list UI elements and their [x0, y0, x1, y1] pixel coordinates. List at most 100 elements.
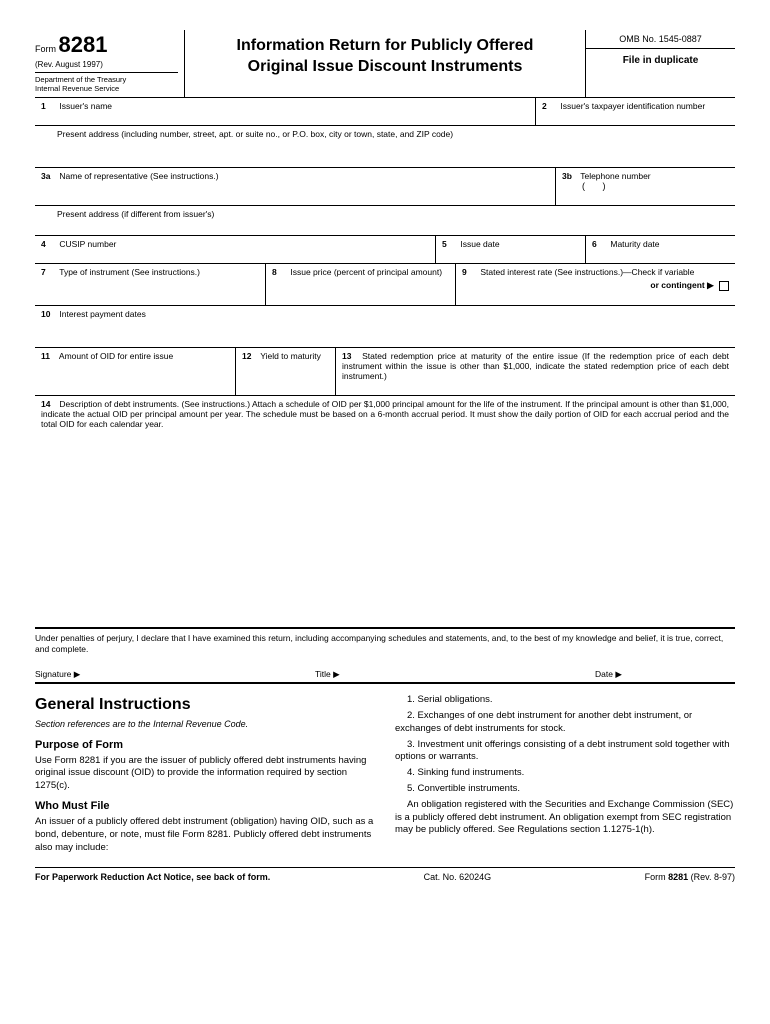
row-address2: Present address (if different from issue…: [35, 206, 735, 236]
field-9-num: 9: [462, 267, 478, 277]
instructions-left-col: General Instructions Section references …: [35, 694, 375, 857]
paperwork-notice: For Paperwork Reduction Act Notice, see …: [35, 872, 270, 882]
field-2-label: Issuer's taxpayer identification number: [560, 101, 705, 111]
tel-parens: ( ): [562, 181, 729, 191]
field-4-label: CUSIP number: [59, 239, 116, 249]
field-5-label: Issue date: [460, 239, 499, 249]
field-6-num: 6: [592, 239, 608, 249]
purpose-text: Use Form 8281 if you are the issuer of p…: [35, 755, 375, 793]
file-duplicate: File in duplicate: [586, 49, 735, 72]
field-3a-num: 3a: [41, 171, 57, 181]
header-right: OMB No. 1545-0887 File in duplicate: [585, 30, 735, 97]
field-14-label: Description of debt instruments. (See in…: [41, 399, 729, 429]
item-4: 4. Sinking fund instruments.: [395, 767, 735, 780]
field-11-num: 11: [41, 351, 57, 361]
field-13-label: Stated redemption price at maturity of t…: [342, 351, 729, 381]
form-label: Form: [35, 44, 56, 54]
field-11[interactable]: 11 Amount of OID for entire issue: [35, 348, 235, 395]
dept-block: Department of the Treasury Internal Reve…: [35, 72, 178, 93]
row-4-5-6: 4 CUSIP number 5 Issue date 6 Maturity d…: [35, 236, 735, 264]
signature-field[interactable]: Signature ▶: [35, 669, 315, 680]
page-footer: For Paperwork Reduction Act Notice, see …: [35, 867, 735, 882]
section-ref: Section references are to the Internal R…: [35, 718, 375, 730]
field-13-num: 13: [342, 351, 358, 361]
field-4-num: 4: [41, 239, 57, 249]
address2-label: Present address (if different from issue…: [57, 209, 214, 219]
field-14[interactable]: 14 Description of debt instruments. (See…: [35, 396, 735, 433]
field-9-label: Stated interest rate (See instructions.)…: [480, 267, 694, 277]
dept-line2: Internal Revenue Service: [35, 84, 119, 93]
form-number: 8281: [59, 32, 108, 57]
field-10[interactable]: 10 Interest payment dates: [35, 306, 735, 347]
row-3: 3a Name of representative (See instructi…: [35, 168, 735, 206]
title-line1: Information Return for Publicly Offered: [193, 36, 577, 57]
field-5-num: 5: [442, 239, 458, 249]
title-field[interactable]: Title ▶: [315, 669, 595, 680]
dept-line1: Department of the Treasury: [35, 75, 126, 84]
omb-number: OMB No. 1545-0887: [586, 30, 735, 49]
field-12-label: Yield to maturity: [260, 351, 321, 361]
signature-row: Signature ▶ Title ▶ Date ▶: [35, 667, 735, 684]
field-6[interactable]: 6 Maturity date: [585, 236, 735, 263]
row-10: 10 Interest payment dates: [35, 306, 735, 348]
item-2: 2. Exchanges of one debt instrument for …: [395, 710, 735, 736]
who-text: An issuer of a publicly offered debt ins…: [35, 816, 375, 854]
row-7-8-9: 7 Type of instrument (See instructions.)…: [35, 264, 735, 306]
field-3a[interactable]: 3a Name of representative (See instructi…: [35, 168, 555, 205]
field-1-label: Issuer's name: [59, 101, 112, 111]
field-8-label: Issue price (percent of principal amount…: [290, 267, 442, 277]
obligation-text: An obligation registered with the Securi…: [395, 799, 735, 837]
field-7-num: 7: [41, 267, 57, 277]
field-2-num: 2: [542, 101, 558, 111]
item-1: 1. Serial obligations.: [395, 694, 735, 707]
item-3: 3. Investment unit offerings consisting …: [395, 739, 735, 765]
general-instructions-title: General Instructions: [35, 694, 375, 716]
field-7-label: Type of instrument (See instructions.): [59, 267, 200, 277]
field-1[interactable]: 1 Issuer's name: [35, 98, 535, 125]
field-3b-num: 3b: [562, 171, 578, 181]
row-14: 14 Description of debt instruments. (See…: [35, 396, 735, 433]
rev-date: (Rev. August 1997): [35, 60, 178, 69]
field-6-label: Maturity date: [610, 239, 659, 249]
field-10-num: 10: [41, 309, 57, 319]
instructions: General Instructions Section references …: [35, 694, 735, 857]
variable-checkbox[interactable]: [719, 281, 729, 291]
date-field[interactable]: Date ▶: [595, 669, 735, 680]
field-2[interactable]: 2 Issuer's taxpayer identification numbe…: [535, 98, 735, 125]
field-9[interactable]: 9 Stated interest rate (See instructions…: [455, 264, 735, 305]
who-title: Who Must File: [35, 799, 375, 814]
field-5[interactable]: 5 Issue date: [435, 236, 585, 263]
purpose-title: Purpose of Form: [35, 738, 375, 753]
perjury-declaration: Under penalties of perjury, I declare th…: [35, 628, 735, 667]
field-4[interactable]: 4 CUSIP number: [35, 236, 435, 263]
row-address1: Present address (including number, stree…: [35, 126, 735, 168]
field-9-contingent: or contingent ▶: [650, 280, 713, 290]
form-id-block: Form 8281 (Rev. August 1997) Department …: [35, 30, 185, 97]
instructions-right-col: 1. Serial obligations. 2. Exchanges of o…: [395, 694, 735, 857]
field-10-label: Interest payment dates: [59, 309, 145, 319]
field-address1[interactable]: Present address (including number, stree…: [35, 126, 735, 167]
row-1-2: 1 Issuer's name 2 Issuer's taxpayer iden…: [35, 98, 735, 126]
address1-label: Present address (including number, stree…: [57, 129, 453, 139]
field-3a-label: Name of representative (See instructions…: [59, 171, 218, 181]
description-space[interactable]: [35, 433, 735, 628]
field-3b[interactable]: 3b Telephone number ( ): [555, 168, 735, 205]
field-8[interactable]: 8 Issue price (percent of principal amou…: [265, 264, 455, 305]
field-3b-label: Telephone number: [580, 171, 650, 181]
item-5: 5. Convertible instruments.: [395, 783, 735, 796]
form-title-block: Information Return for Publicly Offered …: [185, 30, 585, 97]
field-13[interactable]: 13 Stated redemption price at maturity o…: [335, 348, 735, 395]
field-8-num: 8: [272, 267, 288, 277]
field-14-num: 14: [41, 399, 57, 409]
form-header: Form 8281 (Rev. August 1997) Department …: [35, 30, 735, 98]
field-12-num: 12: [242, 351, 258, 361]
row-11-12-13: 11 Amount of OID for entire issue 12 Yie…: [35, 348, 735, 396]
field-1-num: 1: [41, 101, 57, 111]
field-address2[interactable]: Present address (if different from issue…: [35, 206, 735, 235]
field-11-label: Amount of OID for entire issue: [59, 351, 173, 361]
title-line2: Original Issue Discount Instruments: [193, 57, 577, 78]
field-7[interactable]: 7 Type of instrument (See instructions.): [35, 264, 265, 305]
cat-number: Cat. No. 62024G: [270, 872, 644, 882]
footer-form: Form 8281 (Rev. 8-97): [645, 872, 735, 882]
field-12[interactable]: 12 Yield to maturity: [235, 348, 335, 395]
